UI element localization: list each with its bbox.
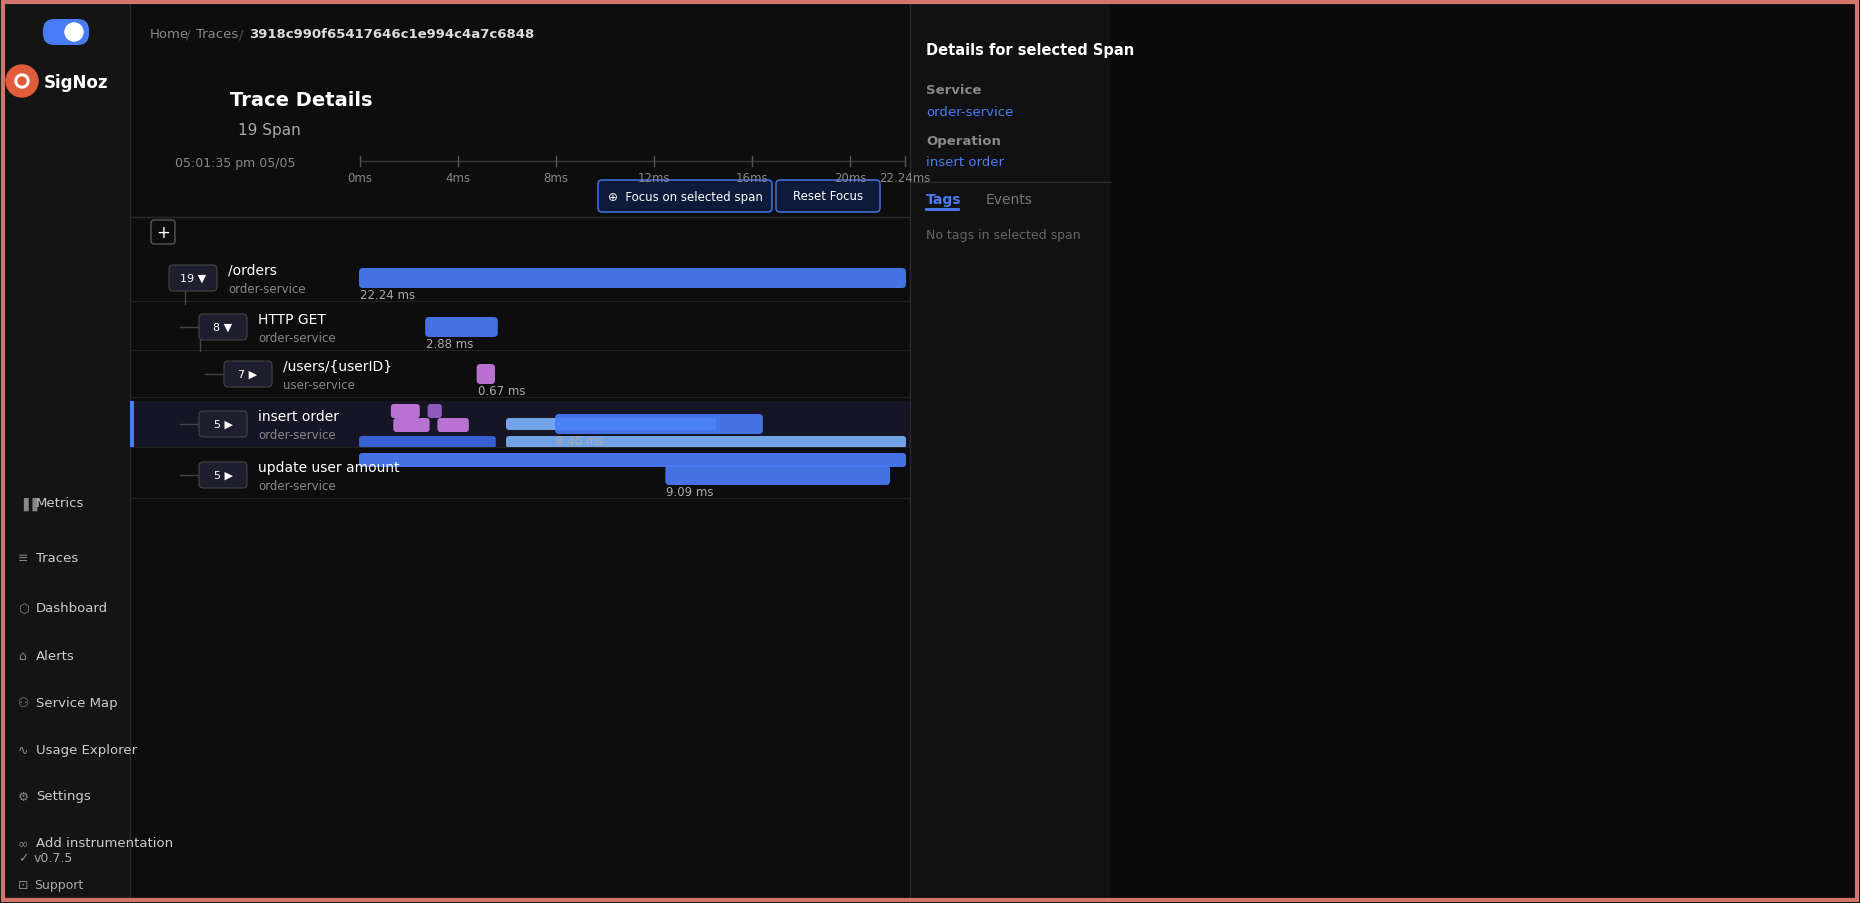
Text: Add instrumentation: Add instrumentation (35, 836, 173, 850)
Text: Service: Service (926, 83, 982, 97)
Text: ⊡: ⊡ (19, 879, 28, 891)
Text: Traces: Traces (35, 552, 78, 565)
Text: Events: Events (986, 192, 1032, 207)
Text: Alerts: Alerts (35, 650, 74, 663)
Text: 22.24 ms: 22.24 ms (361, 289, 415, 303)
Text: insert order: insert order (259, 410, 339, 424)
FancyBboxPatch shape (599, 181, 772, 213)
FancyBboxPatch shape (506, 436, 906, 449)
Text: Details for selected Span: Details for selected Span (926, 42, 1135, 58)
FancyBboxPatch shape (392, 418, 430, 433)
Text: ≡: ≡ (19, 552, 28, 565)
Text: Support: Support (33, 879, 84, 891)
FancyBboxPatch shape (223, 361, 272, 387)
FancyBboxPatch shape (359, 436, 497, 449)
Text: order-service: order-service (259, 429, 335, 442)
Text: Trace Details: Trace Details (231, 90, 372, 109)
Circle shape (6, 66, 37, 98)
FancyBboxPatch shape (359, 269, 906, 289)
Text: 8ms: 8ms (543, 172, 569, 184)
Text: ⊕  Focus on selected span: ⊕ Focus on selected span (608, 191, 763, 203)
Text: 3918c990f65417646c1e994c4a7c6848: 3918c990f65417646c1e994c4a7c6848 (249, 29, 534, 42)
Text: Settings: Settings (35, 789, 91, 803)
Text: order-service: order-service (229, 284, 305, 296)
FancyBboxPatch shape (554, 414, 763, 434)
Circle shape (19, 78, 26, 86)
Bar (0, 0, 130, 903)
Bar (130, 0, 910, 903)
Text: ⬡: ⬡ (19, 601, 30, 615)
Text: update user amount: update user amount (259, 461, 400, 474)
Text: insert order: insert order (926, 156, 1004, 170)
Text: 2.88 ms: 2.88 ms (426, 338, 474, 351)
Text: No tags in selected span: No tags in selected span (926, 228, 1081, 241)
Text: HTTP GET: HTTP GET (259, 312, 326, 327)
Text: v0.7.5: v0.7.5 (33, 852, 73, 864)
Text: 22.24ms: 22.24ms (880, 172, 930, 184)
Text: 0.67 ms: 0.67 ms (478, 385, 525, 398)
FancyBboxPatch shape (437, 418, 469, 433)
FancyBboxPatch shape (199, 412, 247, 438)
FancyBboxPatch shape (426, 318, 498, 338)
Text: 4ms: 4ms (445, 172, 471, 184)
FancyBboxPatch shape (391, 405, 420, 418)
Text: SigNoz: SigNoz (45, 74, 108, 92)
Text: 19 ▼: 19 ▼ (180, 274, 206, 284)
Text: Reset Focus: Reset Focus (792, 191, 863, 203)
Text: 5 ▶: 5 ▶ (214, 470, 232, 480)
FancyBboxPatch shape (666, 465, 891, 486)
Text: 05:01:35 pm 05/05: 05:01:35 pm 05/05 (175, 157, 296, 171)
Text: user-service: user-service (283, 379, 355, 392)
Text: ▐▐: ▐▐ (19, 497, 37, 510)
Text: 20ms: 20ms (833, 172, 867, 184)
FancyBboxPatch shape (428, 405, 443, 418)
FancyBboxPatch shape (199, 462, 247, 489)
Text: Service Map: Service Map (35, 697, 117, 710)
FancyBboxPatch shape (199, 314, 247, 340)
Text: ∿: ∿ (19, 744, 28, 757)
FancyBboxPatch shape (476, 365, 495, 385)
Text: /: / (238, 29, 244, 42)
Text: Dashboard: Dashboard (35, 601, 108, 615)
FancyBboxPatch shape (169, 265, 218, 292)
Text: /users/{userID}: /users/{userID} (283, 359, 392, 374)
Text: ✓: ✓ (19, 852, 28, 864)
Text: ⌂: ⌂ (19, 650, 26, 663)
Circle shape (65, 24, 84, 42)
Text: order-service: order-service (259, 332, 335, 345)
Text: 0ms: 0ms (348, 172, 372, 184)
Text: Usage Explorer: Usage Explorer (35, 744, 138, 757)
Text: ⚙: ⚙ (19, 789, 30, 803)
FancyBboxPatch shape (359, 453, 906, 468)
Text: Home: Home (151, 29, 190, 42)
Text: order-service: order-service (926, 107, 1014, 119)
Text: /: / (186, 29, 190, 42)
Text: Traces: Traces (195, 29, 238, 42)
Text: 8.40 ms: 8.40 ms (556, 435, 603, 448)
Text: 12ms: 12ms (638, 172, 670, 184)
Text: 9.09 ms: 9.09 ms (666, 486, 714, 499)
Text: Tags: Tags (926, 192, 962, 207)
FancyBboxPatch shape (506, 418, 716, 431)
FancyBboxPatch shape (776, 181, 880, 213)
FancyBboxPatch shape (43, 20, 89, 46)
Text: ⚇: ⚇ (19, 697, 30, 710)
Bar (130, 402, 134, 448)
Bar (130, 402, 910, 448)
Bar (1110, 0, 1860, 903)
Text: 19 Span: 19 Span (238, 123, 301, 137)
Text: 16ms: 16ms (737, 172, 768, 184)
Text: ∞: ∞ (19, 836, 28, 850)
Text: Metrics: Metrics (35, 497, 84, 510)
Text: 8 ▼: 8 ▼ (214, 322, 232, 332)
Text: order-service: order-service (259, 480, 335, 493)
Text: Operation: Operation (926, 135, 1001, 148)
Bar (910, 0, 1110, 903)
Text: 5 ▶: 5 ▶ (214, 420, 232, 430)
Text: +: + (156, 224, 169, 242)
Text: 7 ▶: 7 ▶ (238, 369, 257, 379)
Circle shape (15, 75, 30, 88)
Text: /orders: /orders (229, 264, 277, 278)
